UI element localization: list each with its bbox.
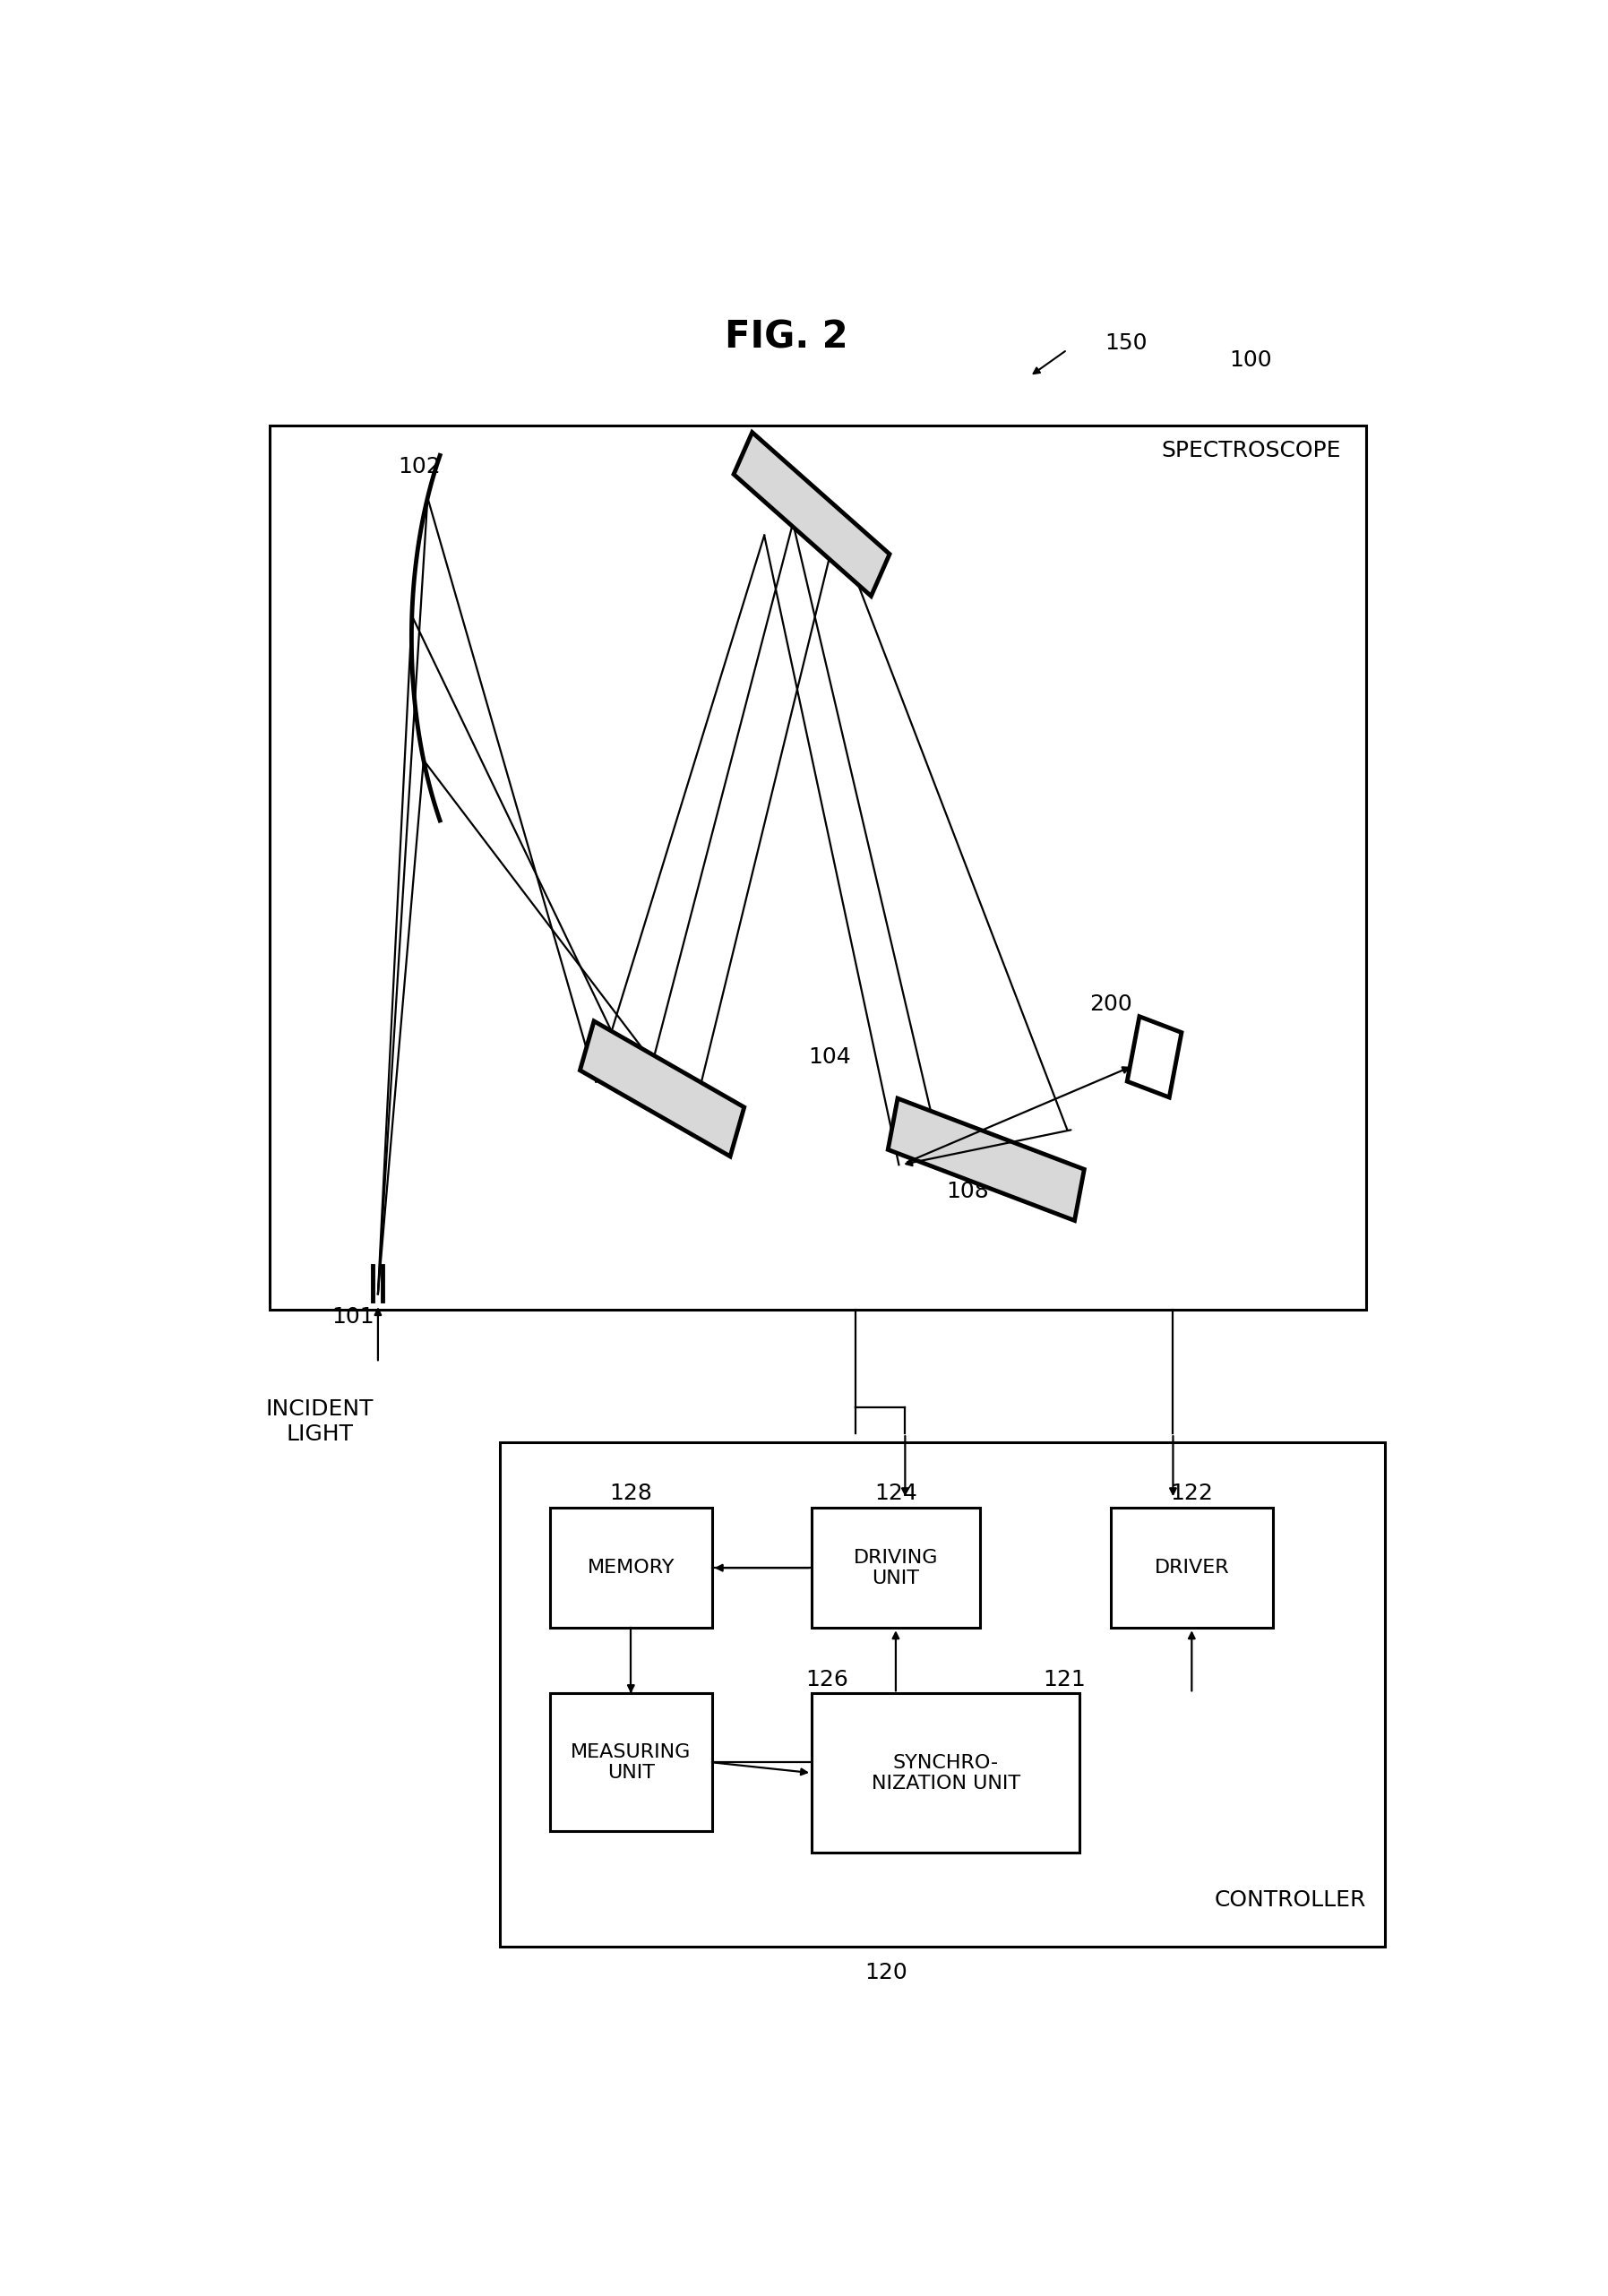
Text: 106: 106 <box>746 464 790 487</box>
Polygon shape <box>580 1022 745 1157</box>
Text: MEASURING
UNIT: MEASURING UNIT <box>571 1743 691 1782</box>
Text: FIG. 2: FIG. 2 <box>725 319 849 356</box>
Text: 200: 200 <box>1089 994 1132 1015</box>
Text: 102: 102 <box>397 455 441 478</box>
Text: SPECTROSCOPE: SPECTROSCOPE <box>1161 441 1341 461</box>
Text: 101: 101 <box>331 1306 375 1327</box>
Bar <box>812 1508 979 1628</box>
Bar <box>550 1508 712 1628</box>
Bar <box>270 425 1367 1309</box>
Text: CONTROLLER: CONTROLLER <box>1214 1890 1367 1910</box>
Text: 121: 121 <box>1044 1669 1085 1690</box>
Bar <box>500 1442 1384 1947</box>
Text: SYNCHRO-
NIZATION UNIT: SYNCHRO- NIZATION UNIT <box>872 1754 1019 1793</box>
Text: MEMORY: MEMORY <box>587 1559 675 1577</box>
Text: 108: 108 <box>946 1180 989 1203</box>
Polygon shape <box>888 1097 1084 1221</box>
Text: 150: 150 <box>1105 333 1147 354</box>
Polygon shape <box>733 432 889 597</box>
Bar <box>812 1694 1079 1853</box>
Text: 122: 122 <box>1171 1483 1212 1504</box>
Text: 126: 126 <box>806 1669 849 1690</box>
Bar <box>550 1694 712 1832</box>
Text: INCIDENT
LIGHT: INCIDENT LIGHT <box>265 1398 373 1444</box>
Text: DRIVING
UNIT: DRIVING UNIT <box>854 1548 937 1587</box>
Text: 124: 124 <box>875 1483 917 1504</box>
Text: 100: 100 <box>1229 349 1272 372</box>
Text: DRIVER: DRIVER <box>1155 1559 1229 1577</box>
Bar <box>1111 1508 1274 1628</box>
Text: 128: 128 <box>609 1483 653 1504</box>
Polygon shape <box>1127 1017 1182 1097</box>
Text: 120: 120 <box>865 1963 909 1984</box>
Text: 104: 104 <box>807 1047 851 1068</box>
